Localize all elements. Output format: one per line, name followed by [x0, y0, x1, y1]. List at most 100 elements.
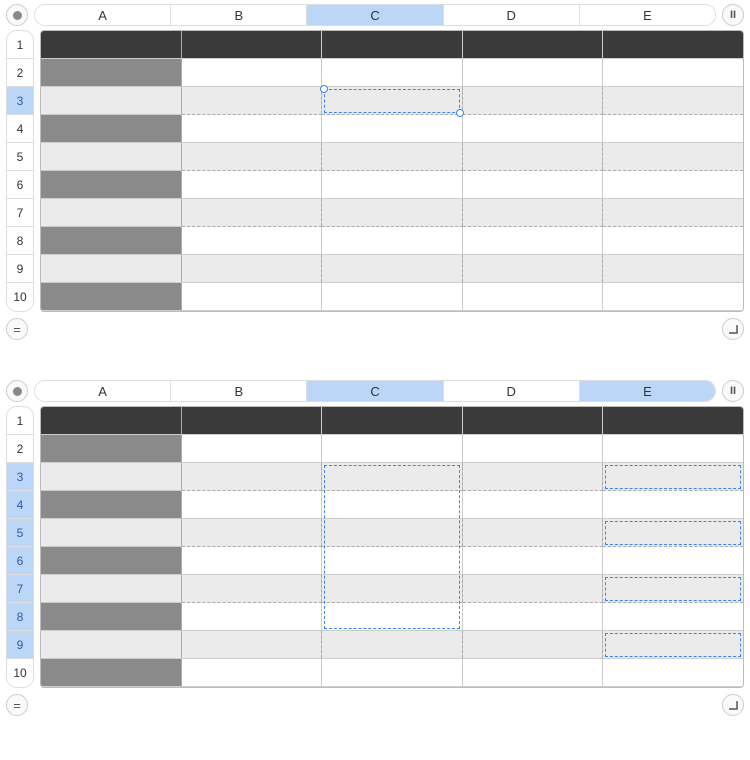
row-header-1[interactable]: 1	[7, 407, 33, 435]
column-header-d[interactable]: D	[444, 5, 580, 25]
cell-D7[interactable]	[463, 199, 604, 227]
cell-A5[interactable]	[41, 519, 182, 546]
cell-C8[interactable]	[322, 227, 463, 254]
row-header-5[interactable]: 5	[7, 143, 33, 171]
cell-E2[interactable]	[603, 59, 743, 86]
cell-B6[interactable]	[182, 171, 323, 198]
cell-B4[interactable]	[182, 491, 323, 518]
bottom-left-button[interactable]: =	[6, 318, 28, 340]
cell-D10[interactable]	[463, 283, 604, 310]
cell-D3[interactable]	[463, 463, 604, 491]
cell-E3[interactable]	[603, 87, 743, 115]
cell-E9[interactable]	[603, 631, 743, 658]
cell-E6[interactable]	[603, 171, 743, 198]
cell-C5[interactable]	[322, 519, 463, 547]
cell-A10[interactable]	[41, 659, 182, 686]
cell-D6[interactable]	[463, 171, 604, 198]
row-header-7[interactable]: 7	[7, 199, 33, 227]
row-header-9[interactable]: 9	[7, 631, 33, 659]
row-header-6[interactable]: 6	[7, 171, 33, 199]
cell-A6[interactable]	[41, 547, 182, 574]
cell-E5[interactable]	[603, 519, 743, 547]
row-header-3[interactable]: 3	[7, 463, 33, 491]
cell-B6[interactable]	[182, 547, 323, 574]
row-header-9[interactable]: 9	[7, 255, 33, 283]
cell-B3[interactable]	[182, 87, 323, 115]
column-header-e[interactable]: E	[580, 5, 715, 25]
cell-A4[interactable]	[41, 115, 182, 142]
cell-A10[interactable]	[41, 283, 182, 310]
select-all-button[interactable]	[6, 380, 28, 402]
cell-B10[interactable]	[182, 283, 323, 310]
cell-E9[interactable]	[603, 255, 743, 282]
row-header-10[interactable]: 10	[7, 283, 33, 311]
cell-B3[interactable]	[182, 463, 323, 491]
cell-A4[interactable]	[41, 491, 182, 518]
cell-D7[interactable]	[463, 575, 604, 603]
cell-D6[interactable]	[463, 547, 604, 574]
cell-B7[interactable]	[182, 199, 323, 227]
column-header-c[interactable]: C	[307, 381, 443, 401]
cell-C10[interactable]	[322, 283, 463, 310]
row-header-6[interactable]: 6	[7, 547, 33, 575]
cell-C1[interactable]	[322, 407, 463, 434]
cell-D1[interactable]	[463, 407, 604, 434]
cell-E10[interactable]	[603, 283, 743, 310]
column-header-e[interactable]: E	[580, 381, 715, 401]
cell-B4[interactable]	[182, 115, 323, 142]
cell-B10[interactable]	[182, 659, 323, 686]
cell-E7[interactable]	[603, 199, 743, 227]
column-header-c[interactable]: C	[307, 5, 443, 25]
cell-A3[interactable]	[41, 87, 182, 114]
top-right-badge[interactable]: II	[722, 4, 744, 26]
cell-E4[interactable]	[603, 115, 743, 142]
cell-E1[interactable]	[603, 407, 743, 434]
cell-D9[interactable]	[463, 631, 604, 658]
bottom-right-button[interactable]	[722, 318, 744, 340]
cell-D2[interactable]	[463, 435, 604, 462]
column-header-a[interactable]: A	[35, 5, 171, 25]
row-header-3[interactable]: 3	[7, 87, 33, 115]
cell-D3[interactable]	[463, 87, 604, 115]
column-header-b[interactable]: B	[171, 381, 307, 401]
row-header-1[interactable]: 1	[7, 31, 33, 59]
row-header-4[interactable]: 4	[7, 115, 33, 143]
cell-B5[interactable]	[182, 143, 323, 171]
cell-E6[interactable]	[603, 547, 743, 574]
cell-E7[interactable]	[603, 575, 743, 603]
cell-D4[interactable]	[463, 491, 604, 518]
cell-D10[interactable]	[463, 659, 604, 686]
row-header-7[interactable]: 7	[7, 575, 33, 603]
cell-C2[interactable]	[322, 59, 463, 86]
cell-A1[interactable]	[41, 31, 182, 58]
cell-E5[interactable]	[603, 143, 743, 171]
cell-D5[interactable]	[463, 519, 604, 547]
cell-B8[interactable]	[182, 603, 323, 630]
cell-E8[interactable]	[603, 227, 743, 254]
cell-A7[interactable]	[41, 575, 182, 602]
column-header-d[interactable]: D	[444, 381, 580, 401]
cell-D8[interactable]	[463, 603, 604, 630]
cell-E10[interactable]	[603, 659, 743, 686]
cell-A3[interactable]	[41, 463, 182, 490]
cell-C8[interactable]	[322, 603, 463, 630]
cell-C1[interactable]	[322, 31, 463, 58]
cell-B7[interactable]	[182, 575, 323, 603]
bottom-right-button[interactable]	[722, 694, 744, 716]
cell-C10[interactable]	[322, 659, 463, 686]
cell-A8[interactable]	[41, 227, 182, 254]
cell-A8[interactable]	[41, 603, 182, 630]
row-header-10[interactable]: 10	[7, 659, 33, 687]
cell-C7[interactable]	[322, 575, 463, 603]
cell-A1[interactable]	[41, 407, 182, 434]
cell-D4[interactable]	[463, 115, 604, 142]
row-header-2[interactable]: 2	[7, 435, 33, 463]
cell-B2[interactable]	[182, 435, 323, 462]
cell-C9[interactable]	[322, 255, 463, 282]
cell-C3[interactable]	[322, 87, 463, 115]
cell-A9[interactable]	[41, 255, 182, 282]
bottom-left-button[interactable]: =	[6, 694, 28, 716]
column-header-b[interactable]: B	[171, 5, 307, 25]
cell-D1[interactable]	[463, 31, 604, 58]
cell-C9[interactable]	[322, 631, 463, 658]
